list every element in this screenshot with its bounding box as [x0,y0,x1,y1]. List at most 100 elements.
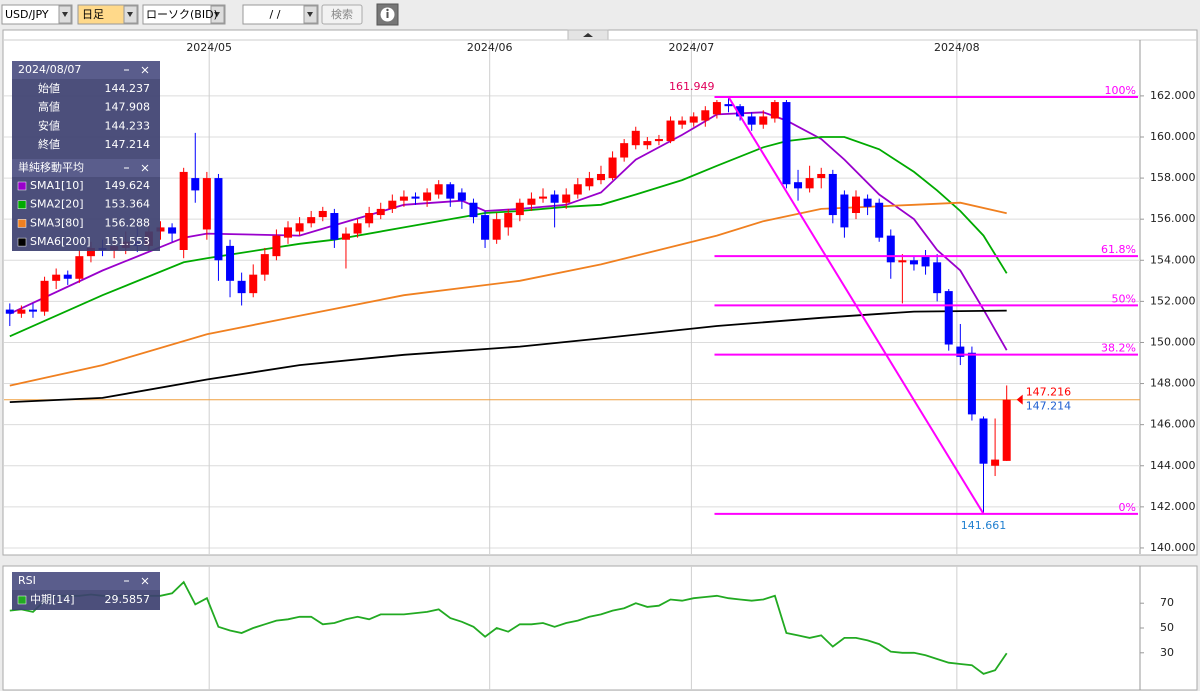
y-tick-label: 158.000 [1150,171,1196,184]
info-date: 2024/08/07 [18,63,81,76]
chart-type: ローソク(BID) [146,8,218,21]
candle-body [272,235,281,257]
candle-body [852,196,860,214]
candle-body [562,194,571,203]
dropdown-arrow [62,12,68,17]
candle-body [353,223,362,234]
sma-line [9,136,1008,338]
low-label: 141.661 [961,519,1007,532]
close-icon [141,66,149,74]
indicator-title: 単純移動平均 [18,160,84,174]
candle-body [979,418,988,464]
search-label: 検索 [331,7,353,21]
candle-body [376,208,385,216]
candle-body [712,102,721,115]
candle-body [886,235,895,263]
legend-swatch [17,200,27,209]
candle-body [770,102,779,119]
symbol-select[interactable] [1,4,73,25]
fib-label: 61.8% [1101,243,1136,256]
candle-body [179,171,188,250]
candle-body [469,202,478,218]
x-tick-label: 2024/07 [669,41,715,54]
y-tick-label: 156.000 [1150,212,1196,225]
candle-body [747,116,756,125]
ohlc-value: 147.908 [105,101,151,114]
candle-body [933,262,942,294]
info-header [12,159,160,177]
candle-body [701,110,710,121]
ohlc-label: 終値 [38,137,60,151]
legend-value: 29.5857 [105,593,151,606]
candle-body [689,116,698,123]
legend-name: SMA6[200] [30,235,91,248]
candle-body [492,219,501,240]
date-input[interactable] [242,4,319,25]
candle-body [921,256,930,267]
y-tick-label: 152.000 [1150,294,1196,307]
candle-body [388,200,397,209]
fib-label: 38.2% [1101,342,1136,355]
legend-value: 156.288 [105,216,151,229]
candle-body [318,210,327,218]
symbol: USD/JPY [5,8,49,21]
candle-body [1002,399,1011,461]
legend-swatch [17,237,27,247]
collapse-arrow [583,33,593,37]
legend-name: 中期[14] [30,593,75,606]
candle-body [168,227,177,234]
candle-body [434,184,443,195]
rsi-line [9,580,1008,675]
main-panel [2,29,1198,556]
candle-body [330,213,339,240]
toolbar: USD/JPY 日足 ローソク(BID) / / 検索 [1,3,399,26]
candle-body [399,196,408,201]
candle-body [666,120,675,142]
candle-body [411,196,420,199]
y-tick-label: 148.000 [1150,377,1196,390]
candle-body [643,141,652,146]
candle-body [156,227,165,232]
candle-body [875,202,884,238]
candle-body [944,291,953,345]
y-tick-label: 146.000 [1150,418,1196,431]
candle-body [782,102,791,185]
candle-body [341,233,350,240]
candle-body [457,192,466,201]
candle-body [191,178,200,191]
candle-body [596,173,605,181]
fib-trend [727,96,985,515]
candle-body [504,213,513,228]
legend-swatch [17,219,27,228]
date: / / [270,8,281,21]
candle-body [550,194,559,203]
info-header [12,61,160,79]
candle-body [620,143,629,158]
search-button[interactable] [321,4,363,25]
candle-body [909,260,918,265]
candle-body [52,274,61,281]
x-tick-label: 2024/08 [934,41,980,54]
ohlc-label: 安値 [38,118,60,132]
period-select[interactable] [77,4,139,25]
fib-label: 100% [1105,84,1136,97]
dropdown-arrow [127,12,133,17]
info-icon-bar [386,12,389,18]
ask-marker [1016,394,1023,405]
dropdown-arrow [214,12,220,17]
plot: 140.000 142.000 144.000 146.000 148.000 150.0… [4,40,1196,690]
info-header [12,572,160,590]
sma-line [9,309,1007,403]
candle-body [991,459,1000,466]
fib-label: 0% [1119,501,1136,514]
candle-body [515,202,524,216]
legend-name: SMA1[10] [30,179,84,192]
x-tick-label: 2024/06 [467,41,513,54]
y-tick-label: 30 [1160,646,1174,659]
y-tick-label: 144.000 [1150,459,1196,472]
candle-body [805,178,814,189]
ohlc-value: 144.233 [105,119,151,132]
chart-type-select[interactable] [142,4,226,25]
